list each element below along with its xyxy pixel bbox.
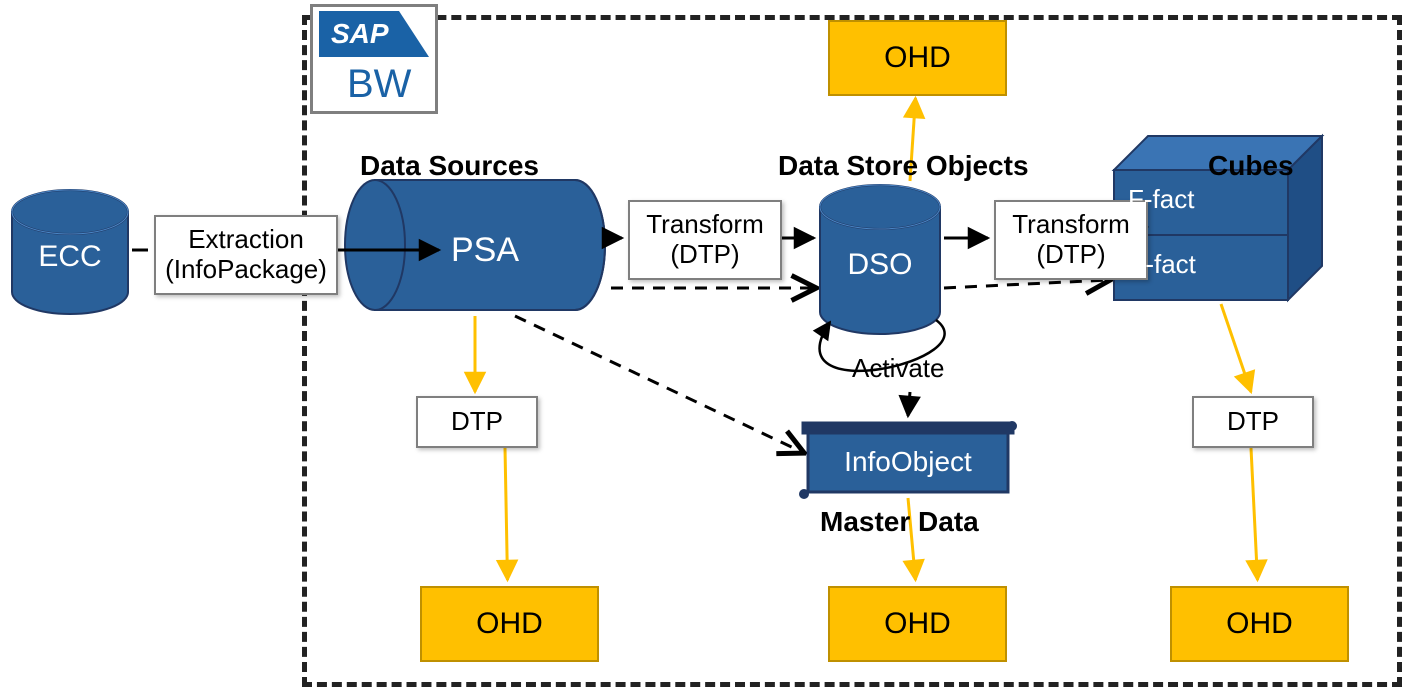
extraction-box: Extraction (InfoPackage) xyxy=(154,215,338,295)
dso-node-label: DSO xyxy=(830,248,930,282)
transform-dtp-box-2: Transform (DTP) xyxy=(994,200,1148,280)
f-fact-label: F-fact xyxy=(1128,184,1194,215)
data-store-objects-label: Data Store Objects xyxy=(778,150,1029,182)
ohd-box-top: OHD xyxy=(828,20,1007,96)
ohd-box-dso: OHD xyxy=(828,586,1007,662)
sap-bw-logo-box: SAP BW xyxy=(310,4,438,114)
infoobject-node-label: InfoObject xyxy=(818,446,998,478)
transform1-line1: Transform xyxy=(646,209,764,239)
cubes-label: Cubes xyxy=(1208,150,1294,182)
bw-logo-text: BW xyxy=(347,64,429,104)
e-fact-label: E-fact xyxy=(1128,249,1196,280)
transform2-line1: Transform xyxy=(1012,209,1130,239)
dtp-box-psa: DTP xyxy=(416,396,538,448)
data-sources-label: Data Sources xyxy=(360,150,539,182)
dtp-box-cube: DTP xyxy=(1192,396,1314,448)
transform-dtp-box-1: Transform (DTP) xyxy=(628,200,782,280)
transform2-line2: (DTP) xyxy=(1036,239,1105,269)
transform1-line2: (DTP) xyxy=(670,239,739,269)
sap-logo-text: SAP xyxy=(331,18,389,49)
ohd-box-cube: OHD xyxy=(1170,586,1349,662)
psa-node-label: PSA xyxy=(415,231,555,270)
extraction-line1: Extraction xyxy=(188,224,304,254)
master-data-label: Master Data xyxy=(820,506,979,538)
ecc-node-label: ECC xyxy=(20,240,120,274)
extraction-line2: (InfoPackage) xyxy=(165,254,327,284)
activate-label: Activate xyxy=(852,353,945,384)
ohd-box-psa: OHD xyxy=(420,586,599,662)
sap-logo-icon: SAP xyxy=(319,11,429,57)
